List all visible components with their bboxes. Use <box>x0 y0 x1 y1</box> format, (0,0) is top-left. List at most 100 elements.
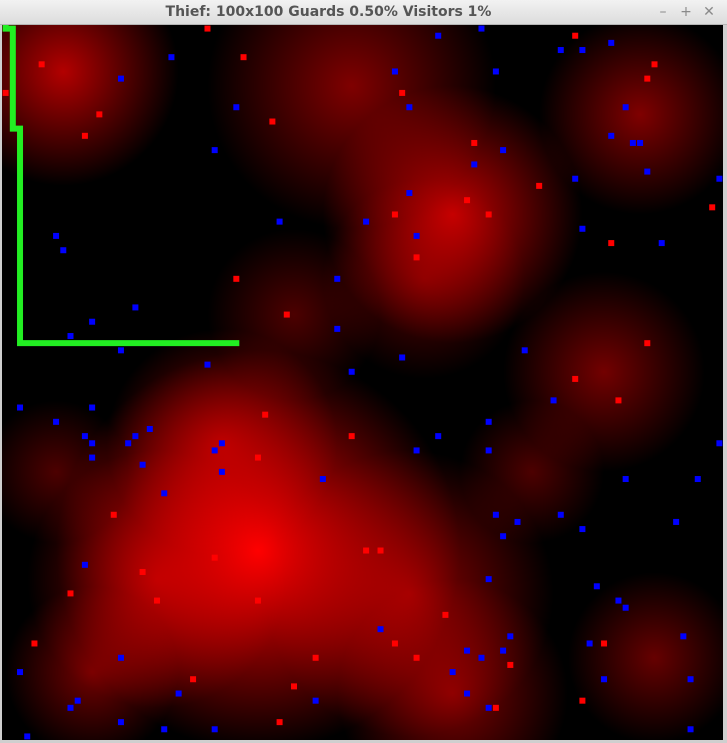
guard-marker <box>551 397 557 403</box>
heat-spot <box>460 400 604 543</box>
guard-marker <box>334 326 340 332</box>
guard-marker <box>82 433 88 439</box>
guard-marker <box>132 433 138 439</box>
guard-marker <box>507 633 513 639</box>
guard-marker <box>486 447 492 453</box>
guard-marker <box>623 476 629 482</box>
guard-marker <box>60 247 66 253</box>
visitor-marker <box>262 412 268 418</box>
visitor-marker <box>313 655 319 661</box>
visitor-marker <box>471 140 477 146</box>
guard-marker <box>17 669 23 675</box>
guard-marker <box>608 133 614 139</box>
close-button[interactable]: ✕ <box>700 3 718 21</box>
window-title: Thief: 100x100 Guards 0.50% Visitors 1% <box>0 4 657 20</box>
guard-marker <box>168 54 174 60</box>
guard-marker <box>486 419 492 425</box>
visitor-marker <box>378 548 384 554</box>
visitor-marker <box>255 455 261 461</box>
visitor-marker <box>442 612 448 618</box>
visitor-marker <box>709 204 715 210</box>
guard-marker <box>493 512 499 518</box>
guard-marker <box>680 633 686 639</box>
minimize-button[interactable]: – <box>654 3 672 21</box>
visitor-marker <box>284 312 290 318</box>
guard-marker <box>320 476 326 482</box>
guard-marker <box>688 676 694 682</box>
guard-marker <box>716 176 722 182</box>
guard-marker <box>623 104 629 110</box>
guard-marker <box>118 655 124 661</box>
guard-marker <box>435 33 441 39</box>
guard-marker <box>478 655 484 661</box>
visitor-marker <box>190 676 196 682</box>
title-bar[interactable]: Thief: 100x100 Guards 0.50% Visitors 1% … <box>0 0 727 25</box>
guard-marker <box>233 104 239 110</box>
visitor-marker <box>255 598 261 604</box>
guard-marker <box>601 676 607 682</box>
visitor-marker <box>414 655 420 661</box>
visitor-marker <box>269 119 275 125</box>
guard-marker <box>53 419 59 425</box>
guard-marker <box>313 698 319 704</box>
guard-marker <box>89 405 95 411</box>
guard-marker <box>140 462 146 468</box>
guard-marker <box>17 405 23 411</box>
guard-marker <box>587 640 593 646</box>
guard-marker <box>500 648 506 654</box>
visitor-marker <box>212 555 218 561</box>
guard-marker <box>522 347 528 353</box>
visitor-marker <box>39 61 45 67</box>
guard-marker <box>716 440 722 446</box>
maximize-button[interactable]: + <box>677 3 695 21</box>
guard-marker <box>414 233 420 239</box>
guard-marker <box>132 304 138 310</box>
guard-marker <box>623 605 629 611</box>
guard-marker <box>118 719 124 725</box>
guard-marker <box>579 526 585 532</box>
visitor-marker <box>291 683 297 689</box>
guard-marker <box>464 648 470 654</box>
visitor-marker <box>464 197 470 203</box>
guard-marker <box>500 533 506 539</box>
guard-marker <box>219 469 225 475</box>
guard-marker <box>695 476 701 482</box>
visitor-marker <box>31 640 37 646</box>
guard-marker <box>204 362 210 368</box>
guard-marker <box>406 104 412 110</box>
visitor-marker <box>363 548 369 554</box>
guard-marker <box>277 219 283 225</box>
guard-marker <box>219 440 225 446</box>
guard-marker <box>486 576 492 582</box>
guard-marker <box>212 726 218 732</box>
guard-marker <box>161 490 167 496</box>
guard-marker <box>378 626 384 632</box>
visitor-marker <box>615 397 621 403</box>
visitor-marker <box>392 211 398 217</box>
visitor-marker <box>414 254 420 260</box>
guard-marker <box>24 733 30 739</box>
guard-marker <box>414 447 420 453</box>
visitor-marker <box>507 662 513 668</box>
guard-marker <box>363 219 369 225</box>
guard-marker <box>435 433 441 439</box>
guard-marker <box>594 583 600 589</box>
guard-marker <box>688 726 694 732</box>
simulation-canvas[interactable] <box>2 25 723 740</box>
visitor-marker <box>652 61 658 67</box>
visitor-marker <box>140 569 146 575</box>
visitor-marker <box>82 133 88 139</box>
visitor-marker <box>601 640 607 646</box>
visitor-marker <box>111 512 117 518</box>
guard-marker <box>471 161 477 167</box>
guard-marker <box>493 68 499 74</box>
guard-marker <box>349 369 355 375</box>
visitor-marker <box>392 640 398 646</box>
guard-marker <box>176 691 182 697</box>
visitor-marker <box>608 240 614 246</box>
guard-marker <box>478 26 484 32</box>
visitor-marker <box>572 33 578 39</box>
guard-marker <box>89 455 95 461</box>
guard-marker <box>67 705 73 711</box>
